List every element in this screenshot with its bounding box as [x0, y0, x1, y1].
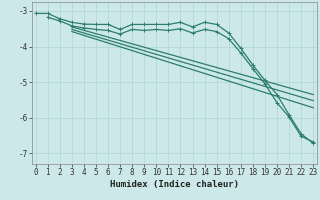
X-axis label: Humidex (Indice chaleur): Humidex (Indice chaleur): [110, 180, 239, 189]
